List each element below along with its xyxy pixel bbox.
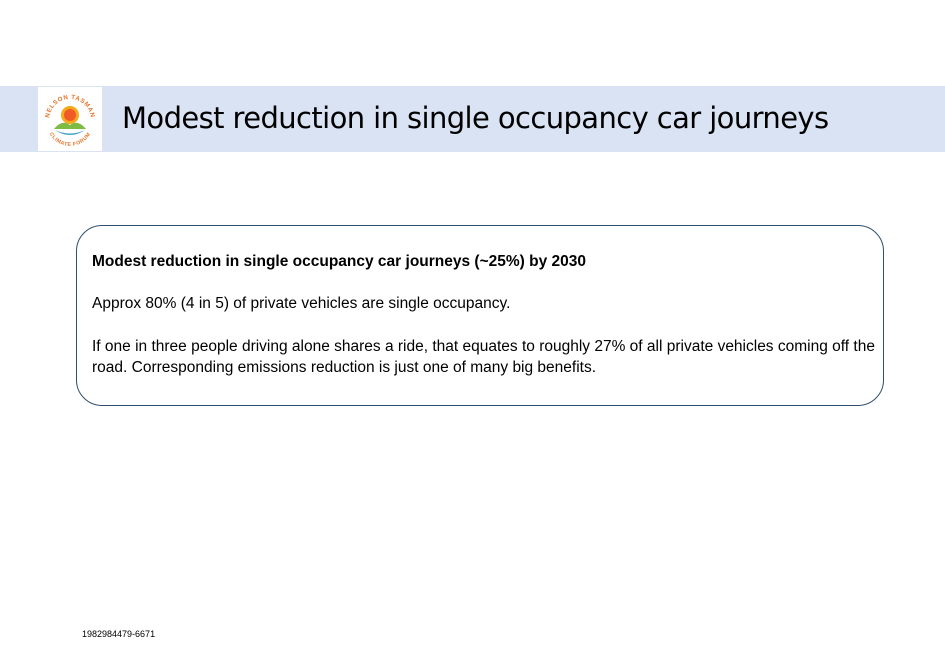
title-banner (0, 86, 945, 152)
page-title: Modest reduction in single occupancy car… (122, 101, 829, 135)
logo-icon: NELSON TASMAN CLIMATE FORUM (44, 94, 95, 148)
card-paragraph-2: If one in three people driving alone sha… (92, 338, 875, 376)
card-heading: Modest reduction in single occupancy car… (92, 253, 587, 270)
document-id: 1982984479-6671 (82, 629, 156, 639)
logo-water-shape (55, 130, 85, 135)
logo-sun-core-shape (64, 109, 76, 121)
nelson-tasman-climate-forum-logo: NELSON TASMAN CLIMATE FORUM (38, 87, 102, 151)
card-paragraph-1: Approx 80% (4 in 5) of private vehicles … (92, 295, 511, 312)
content-card (76, 225, 884, 406)
logo-hill-green-shape (54, 122, 86, 129)
